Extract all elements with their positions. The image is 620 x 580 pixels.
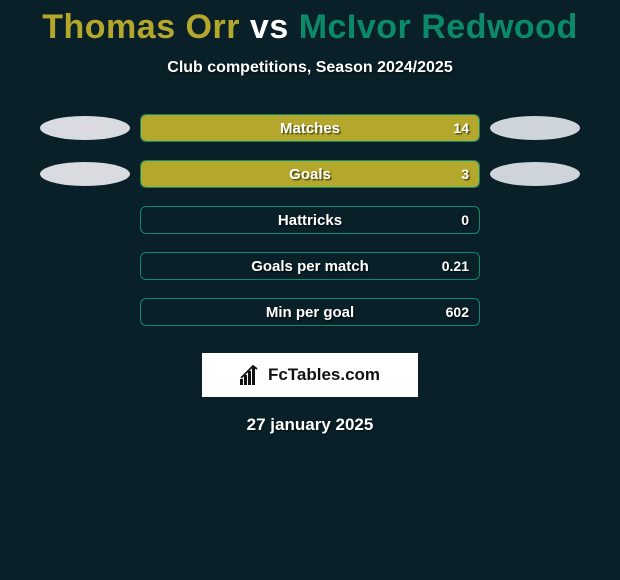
- ellipse-right: [490, 116, 580, 140]
- stat-label: Min per goal: [141, 304, 479, 321]
- brand-text: FcTables.com: [268, 365, 380, 385]
- stat-bar: Hattricks0: [140, 206, 480, 234]
- ellipse-spacer: [40, 300, 130, 324]
- stat-label: Hattricks: [141, 212, 479, 229]
- stat-value: 14: [453, 120, 469, 136]
- stat-label: Goals: [141, 166, 479, 183]
- stat-value: 0: [461, 212, 469, 228]
- stat-row: Goals3: [0, 151, 620, 197]
- stat-row: Matches14: [0, 105, 620, 151]
- page-title: Thomas Orr vs McIvor Redwood: [0, 0, 620, 47]
- stat-bar: Goals per match0.21: [140, 252, 480, 280]
- ellipse-left: [40, 116, 130, 140]
- stats-area: Matches14 Goals3 Hattricks0 Goals per match…: [0, 105, 620, 335]
- stat-row: Min per goal602: [0, 289, 620, 335]
- ellipse-left: [40, 162, 130, 186]
- stat-bar: Matches14: [140, 114, 480, 142]
- brand-box[interactable]: FcTables.com: [202, 353, 418, 397]
- stat-value: 602: [446, 304, 469, 320]
- title-player2: McIvor Redwood: [299, 8, 578, 46]
- title-player1: Thomas Orr: [42, 8, 240, 46]
- stat-label: Matches: [141, 120, 479, 137]
- stat-row: Goals per match0.21: [0, 243, 620, 289]
- stat-row: Hattricks0: [0, 197, 620, 243]
- ellipse-spacer: [40, 254, 130, 278]
- ellipse-spacer: [40, 208, 130, 232]
- stat-value: 0.21: [442, 258, 469, 274]
- subtitle: Club competitions, Season 2024/2025: [0, 59, 620, 77]
- stat-bar: Goals3: [140, 160, 480, 188]
- ellipse-right: [490, 162, 580, 186]
- stat-bar: Min per goal602: [140, 298, 480, 326]
- date-line: 27 january 2025: [0, 415, 620, 435]
- bars-chart-icon: [240, 365, 262, 385]
- ellipse-spacer: [490, 300, 580, 324]
- stat-value: 3: [461, 166, 469, 182]
- ellipse-spacer: [490, 208, 580, 232]
- ellipse-spacer: [490, 254, 580, 278]
- title-vs: vs: [250, 8, 289, 46]
- stat-label: Goals per match: [141, 258, 479, 275]
